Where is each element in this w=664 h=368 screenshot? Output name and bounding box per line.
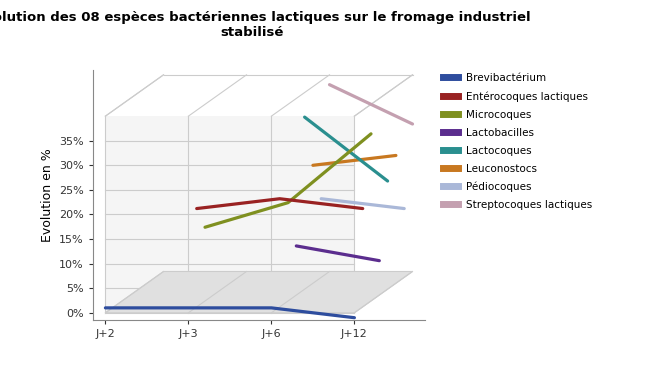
Polygon shape [106, 116, 355, 313]
Polygon shape [106, 272, 412, 313]
Y-axis label: Evolution en %: Evolution en % [41, 148, 54, 242]
Legend: Brevibactérium, Entérocoques lactiques, Microcoques, Lactobacilles, Lactocoques,: Brevibactérium, Entérocoques lactiques, … [440, 70, 596, 213]
Text: Evolution des 08 espèces bactériennes lactiques sur le fromage industriel
stabil: Evolution des 08 espèces bactériennes la… [0, 11, 530, 39]
